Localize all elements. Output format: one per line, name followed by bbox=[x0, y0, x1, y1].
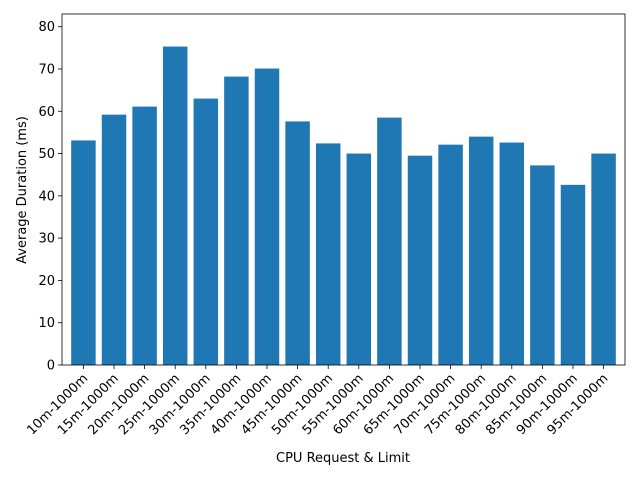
bar-40m-1000m bbox=[254, 68, 280, 365]
x-axis-label: CPU Request & Limit bbox=[276, 451, 410, 466]
bar-15m-1000m bbox=[101, 114, 127, 365]
bar-25m-1000m bbox=[162, 46, 188, 365]
bar-45m-1000m bbox=[285, 121, 310, 365]
bar-50m-1000m bbox=[315, 143, 341, 365]
y-tick-label: 80 bbox=[38, 20, 55, 35]
bar-80m-1000m bbox=[499, 142, 525, 365]
bar-10m-1000m bbox=[71, 140, 96, 365]
bar-85m-1000m bbox=[530, 165, 555, 365]
y-tick-label: 0 bbox=[47, 359, 55, 374]
bar-55m-1000m bbox=[346, 153, 372, 365]
bar-70m-1000m bbox=[438, 144, 463, 365]
y-tick-label: 30 bbox=[38, 232, 55, 247]
bar-60m-1000m bbox=[377, 117, 402, 366]
y-tick-label: 10 bbox=[38, 316, 55, 331]
y-tick-label: 70 bbox=[38, 62, 55, 77]
y-tick-label: 40 bbox=[38, 189, 55, 204]
plot-frame bbox=[61, 13, 626, 366]
bar-90m-1000m bbox=[560, 184, 586, 365]
y-tick-label: 60 bbox=[38, 105, 55, 120]
y-tick-label: 20 bbox=[38, 274, 55, 289]
bar-95m-1000m bbox=[591, 153, 616, 365]
bar-65m-1000m bbox=[407, 155, 433, 365]
y-axis-label: Average Duration (ms) bbox=[15, 116, 30, 264]
bar-30m-1000m bbox=[193, 98, 219, 366]
y-tick-label: 50 bbox=[38, 147, 55, 162]
bar-20m-1000m bbox=[132, 106, 157, 365]
bars-group bbox=[71, 46, 616, 366]
bar-35m-1000m bbox=[224, 76, 249, 365]
plot-border bbox=[61, 13, 626, 366]
x-axis-ticks: 10m-1000m15m-1000m20m-1000m25m-1000m30m-… bbox=[24, 365, 611, 438]
bar-75m-1000m bbox=[468, 136, 494, 365]
y-axis-ticks: 0 10 20 30 40 50 60 70 80 bbox=[38, 20, 62, 374]
